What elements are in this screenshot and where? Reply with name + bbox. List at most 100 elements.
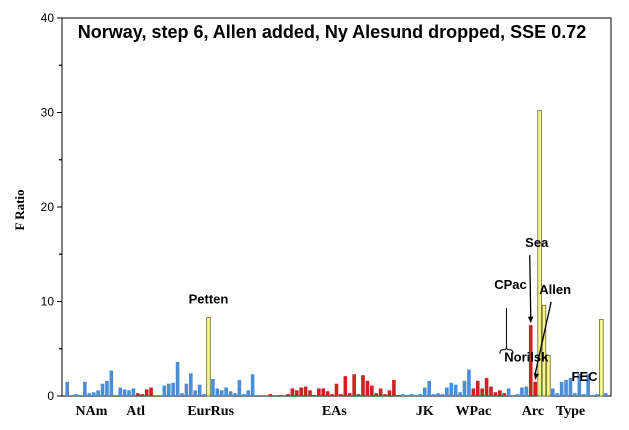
annotation-label: Norilsk (504, 350, 549, 365)
bar (277, 395, 281, 396)
bar (440, 394, 445, 396)
bar (475, 380, 480, 396)
bar (294, 390, 299, 396)
bar (599, 319, 604, 397)
plot-frame (61, 17, 612, 397)
y-tick-label: 30 (41, 106, 55, 120)
bar (564, 379, 568, 396)
bar (502, 393, 507, 396)
bar (215, 388, 220, 396)
bar (241, 394, 246, 396)
bar (69, 395, 74, 396)
bar (299, 387, 303, 396)
bar (175, 361, 180, 396)
y-tick-label: 0 (47, 389, 54, 403)
annotation-label: Allen (539, 282, 571, 297)
bar (228, 391, 233, 396)
bar (180, 393, 184, 396)
bar (74, 394, 78, 396)
bar (445, 387, 449, 396)
bar (118, 387, 122, 396)
bar (370, 385, 374, 396)
bar (197, 384, 202, 396)
annotation-arrowhead (527, 316, 534, 324)
bar (577, 374, 582, 396)
bar (339, 394, 343, 396)
bar (541, 304, 547, 397)
group-label: EAs (322, 404, 347, 419)
bar (312, 395, 317, 396)
bar (131, 388, 136, 396)
bar (480, 388, 484, 396)
bar (524, 386, 529, 396)
bar (153, 395, 158, 396)
bar (255, 395, 259, 396)
bar (520, 387, 524, 396)
bar (515, 394, 520, 396)
bar (268, 394, 273, 396)
bar (113, 395, 118, 396)
bar (586, 374, 590, 396)
bar (65, 381, 70, 396)
bar (458, 392, 462, 396)
bar (127, 390, 131, 396)
bar (189, 373, 193, 396)
bar (166, 383, 171, 396)
bar (533, 381, 537, 396)
group-label: NAm (76, 404, 108, 419)
bar (158, 395, 162, 396)
bar (427, 380, 432, 396)
group-label: EurRus (187, 404, 234, 419)
bar (573, 393, 577, 396)
bar (352, 374, 356, 396)
bar (471, 388, 476, 396)
y-tick-label: 40 (41, 11, 55, 25)
bar (409, 394, 414, 396)
group-label: Type (556, 404, 585, 419)
annotation-arrow (534, 301, 552, 374)
group-label: Arc (522, 404, 544, 419)
group-label: JK (416, 404, 434, 419)
bar (184, 383, 189, 396)
annotation-label: Sea (525, 235, 549, 250)
bars-group (65, 110, 608, 397)
bar (308, 390, 312, 396)
bar (206, 317, 211, 397)
annotation-arrow (529, 255, 532, 318)
bar (347, 393, 352, 396)
chart-title: Norway, step 6, Allen added, Ny Alesund … (78, 22, 586, 42)
annotation-label: Petten (189, 292, 229, 307)
bar (396, 395, 401, 396)
bar (422, 387, 427, 396)
bar (365, 380, 370, 396)
bar (374, 393, 379, 396)
bar (193, 390, 198, 396)
bar (489, 386, 493, 396)
bar (343, 376, 348, 396)
bar (436, 393, 440, 396)
bar (356, 394, 361, 396)
bar (219, 390, 224, 396)
bar (551, 388, 555, 396)
bar (498, 390, 502, 396)
bar (453, 384, 458, 396)
bar (87, 393, 92, 396)
bar (462, 380, 467, 396)
bar (122, 389, 127, 396)
bar (431, 394, 436, 396)
bar (211, 378, 215, 396)
bar (237, 379, 242, 396)
bar (78, 395, 83, 396)
group-label: WPac (455, 404, 491, 419)
annotation-label: CPac (494, 277, 527, 292)
annotations: Petten Norilsk Sea Allen CPac FEC (189, 235, 599, 384)
bar (418, 394, 423, 396)
bar (467, 369, 471, 396)
y-axis-title: F Ratio (12, 189, 27, 230)
bar (202, 394, 206, 396)
bar (383, 394, 387, 396)
bar (334, 383, 339, 396)
bar (91, 392, 96, 396)
